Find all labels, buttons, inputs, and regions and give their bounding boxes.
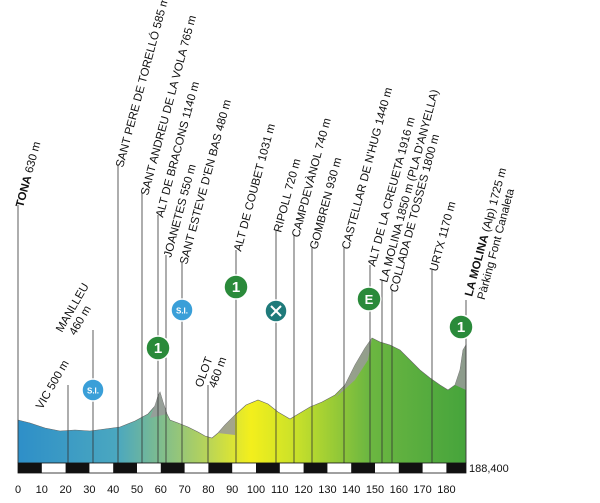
distance-bar-segment [398, 463, 423, 473]
distance-bar-segment [18, 463, 42, 473]
km-tick-label: 150 [366, 484, 384, 496]
distance-bar-segment [351, 463, 375, 473]
km-tick-label: 20 [59, 484, 71, 496]
km-axis: 0 10 20 30 40 50 60 70 80 90 100 110 120 130 140 150 160… [15, 484, 456, 496]
km-tick-label: 120 [294, 484, 312, 496]
km-tick-label: 70 [178, 484, 190, 496]
km-tick-label: 40 [107, 484, 119, 496]
climb-shadow-olot [218, 415, 235, 435]
km-tick-label: 50 [131, 484, 143, 496]
total-distance: 188,400 [469, 463, 509, 475]
special-marker-icon: E [356, 286, 382, 312]
distance-bar-segment [65, 463, 90, 473]
km-tick-label: 180 [437, 484, 455, 496]
label-urtx: URTX 1170 m [428, 200, 458, 272]
climb-shadow-bracons [150, 392, 167, 418]
elevation-profile-area [17, 337, 467, 464]
feed-zone-icon [264, 299, 288, 323]
label-olot: OLOT460 m [194, 351, 230, 393]
climb-shadow-creueta [335, 338, 372, 398]
svg-text:1: 1 [154, 340, 162, 357]
svg-text:S.I.: S.I. [176, 307, 188, 316]
distance-bar-segment [303, 463, 328, 473]
km-tick-label: 100 [247, 484, 265, 496]
svg-text:S.I.: S.I. [87, 387, 99, 396]
leader-lines [17, 165, 467, 463]
label-vic: VIC 500 m [34, 358, 72, 411]
sprint-icon: S.I. [170, 298, 194, 322]
climb-category-icon: 1 [145, 335, 171, 361]
distance-bar-segment [113, 463, 137, 473]
distance-bar-segment [446, 463, 466, 473]
svg-text:1: 1 [232, 279, 240, 296]
climb-category-icon: 1 [448, 314, 474, 340]
svg-text:E: E [365, 292, 374, 307]
km-tick-label: 30 [83, 484, 95, 496]
distance-bar-segment [208, 463, 233, 473]
km-tick-label: 80 [202, 484, 214, 496]
sprint-icon: S.I. [81, 378, 105, 402]
distance-bar-segment [160, 463, 185, 473]
label-start: TONA 630 m [14, 140, 43, 208]
distance-bar [17, 462, 467, 474]
km-tick-label: 160 [390, 484, 408, 496]
km-tick-label: 0 [15, 484, 21, 496]
climb-category-icon: 1 [223, 274, 249, 300]
label-finish: LA MOLINA (Alp) 1725 mPàrking Font Canal… [463, 167, 521, 301]
km-tick-label: 90 [226, 484, 238, 496]
climb-shadow-molina [455, 345, 466, 390]
km-tick-label: 10 [36, 484, 48, 496]
label-manlleu: MANLLEU460 m [54, 281, 103, 341]
km-tick-label: 110 [271, 484, 289, 496]
km-tick-label: 60 [155, 484, 167, 496]
km-tick-label: 170 [413, 484, 431, 496]
svg-text:1: 1 [457, 319, 465, 336]
km-tick-label: 140 [342, 484, 360, 496]
distance-bar-segment [256, 463, 280, 473]
waypoint-labels: TONA 630 m VIC 500 m MANLLEU460 m SANT P… [14, 0, 521, 412]
km-tick-label: 130 [318, 484, 336, 496]
label-coubet: ALT DE COUBET 1031 m [232, 122, 278, 252]
